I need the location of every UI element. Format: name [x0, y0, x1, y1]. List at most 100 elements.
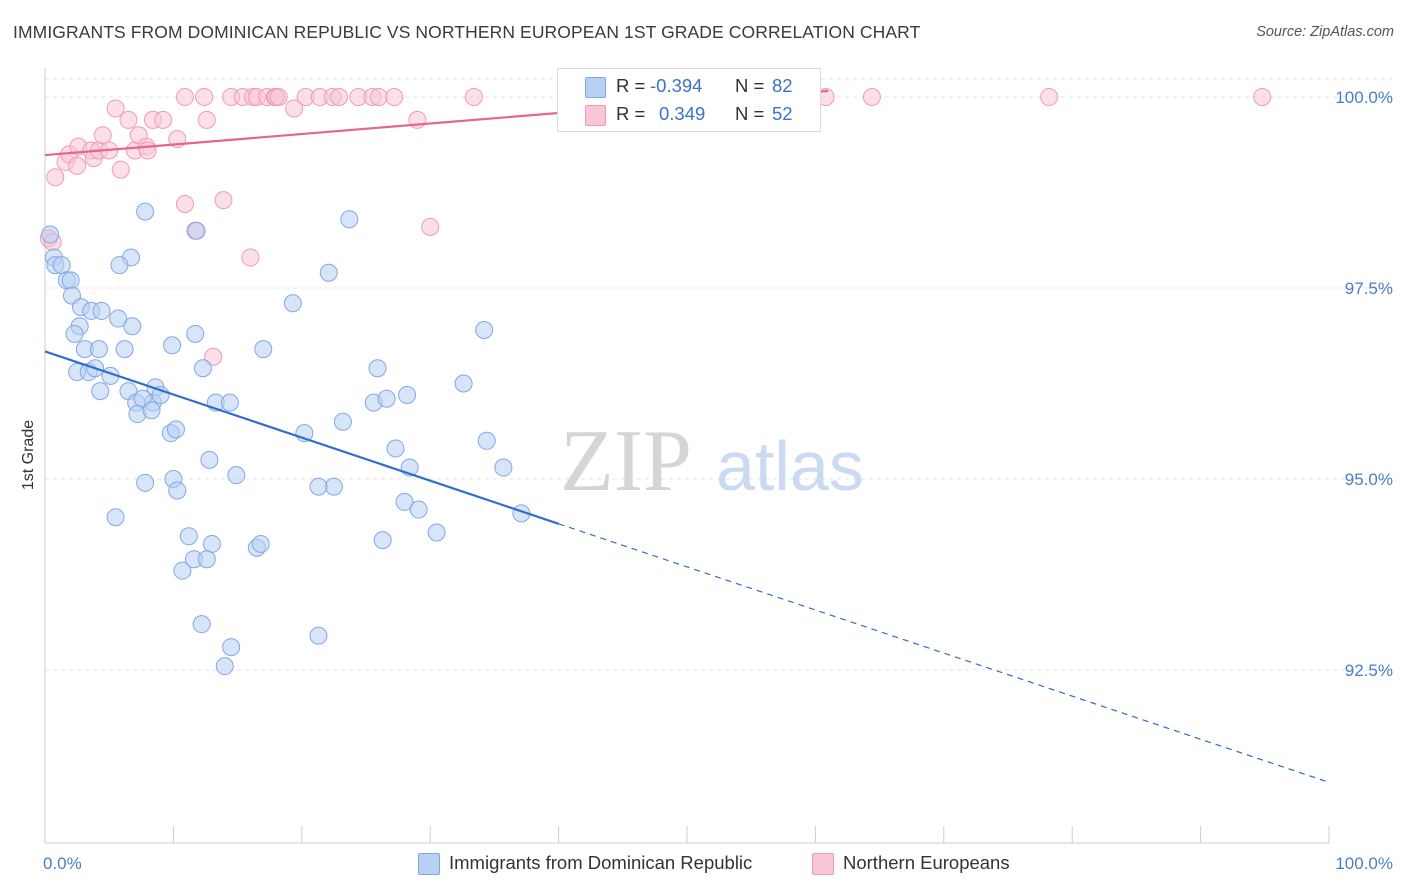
y-tick-label: 95.0%: [1345, 470, 1393, 489]
blue-data-point: [110, 256, 129, 275]
blue-data-point: [333, 412, 352, 431]
legend-n-label: N =: [735, 103, 765, 124]
blue-data-point: [179, 527, 198, 546]
blue-data-point: [52, 256, 71, 275]
pink-data-point: [93, 126, 112, 145]
pink-data-point: [1040, 88, 1059, 106]
blue-data-point: [186, 324, 205, 343]
y-axis-title: 1st Grade: [20, 420, 37, 490]
blue-trend-line: [44, 350, 559, 525]
pink-data-point: [68, 156, 87, 175]
blue-data-point: [192, 615, 211, 634]
pink-data-point: [369, 88, 388, 106]
y-tick-label: 92.5%: [1345, 661, 1393, 680]
pink-data-point: [175, 194, 194, 213]
blue-data-point: [200, 450, 219, 469]
pink-data-point: [154, 110, 173, 129]
blue-data-point: [142, 401, 161, 420]
blue-data-point: [65, 324, 84, 343]
pink-data-point: [197, 110, 216, 129]
blue-data-point: [475, 321, 494, 340]
pink-data-point: [464, 88, 483, 106]
pink-data-point: [421, 217, 440, 236]
blue-data-point: [373, 531, 392, 550]
blue-data-point: [309, 477, 328, 496]
blue-data-point: [368, 359, 387, 378]
blue-data-point: [89, 340, 108, 359]
blue-data-point: [477, 431, 496, 450]
blue-trend-line-extension: [558, 523, 1330, 783]
pink-data-point: [204, 347, 223, 366]
pink-data-point: [241, 248, 260, 267]
legend-swatch-pink: [585, 105, 606, 126]
blue-data-point: [215, 657, 234, 676]
blue-data-point: [193, 359, 212, 378]
blue-data-point: [319, 263, 338, 282]
pink-data-point: [269, 88, 288, 106]
pink-data-point: [862, 88, 881, 106]
blue-data-point: [427, 523, 446, 542]
bottom-legend-label-blue: Immigrants from Dominican Republic: [449, 852, 753, 873]
pink-data-point: [111, 160, 130, 179]
gridlines: [45, 78, 1392, 671]
pink-data-point: [285, 99, 304, 118]
pink-data-point: [214, 191, 233, 210]
blue-data-point: [222, 638, 241, 657]
blue-data-point: [283, 294, 302, 313]
axis-labels: 100.0% 97.5% 95.0% 92.5% 0.0% 100.0% 1st Grade: [20, 88, 1393, 873]
blue-data-point: [109, 309, 128, 328]
legend-n-value: 52: [772, 103, 793, 124]
pink-data-point: [195, 88, 214, 106]
pink-data-point: [175, 88, 194, 106]
chart-title: IMMIGRANTS FROM DOMINICAN REPUBLIC VS NO…: [13, 22, 921, 42]
y-tick-label: 97.5%: [1345, 279, 1393, 298]
legend-r-value: 0.349: [659, 103, 706, 124]
blue-data-point: [377, 389, 396, 408]
legend-n-value: 82: [772, 75, 793, 96]
blue-data-point: [115, 340, 134, 359]
watermark-zip: ZIP: [560, 413, 692, 510]
blue-data-point: [398, 385, 417, 404]
bottom-legend-swatch-pink: [812, 853, 834, 875]
blue-data-point: [220, 393, 239, 412]
blue-data-point: [41, 225, 60, 244]
blue-data-point: [324, 477, 343, 496]
blue-data-point: [227, 466, 246, 485]
blue-data-point: [494, 458, 513, 477]
y-tick-label: 100.0%: [1335, 88, 1393, 107]
blue-data-point: [123, 317, 142, 336]
bottom-legend-label-pink: Northern Europeans: [843, 852, 1010, 873]
blue-data-point: [454, 374, 473, 393]
blue-data-point: [136, 202, 155, 221]
blue-data-point: [395, 492, 414, 511]
blue-data-point: [136, 473, 155, 492]
legend-r-label: R =: [616, 75, 646, 96]
blue-data-point: [409, 500, 428, 519]
bottom-legend-swatch-blue: [418, 853, 440, 875]
correlation-legend: R = -0.394 N = 82 R = 0.349 N = 52: [557, 68, 821, 132]
legend-r-value: -0.394: [650, 75, 703, 96]
blue-data-point: [340, 210, 359, 229]
blue-data-point: [106, 508, 125, 527]
legend-n-label: N =: [735, 75, 765, 96]
blue-data-point: [386, 439, 405, 458]
blue-data-point: [92, 301, 111, 320]
axes: [44, 68, 1330, 844]
x-tick-label: 100.0%: [1335, 854, 1393, 873]
pink-data-point: [385, 88, 404, 106]
legend-swatch-blue: [585, 77, 606, 98]
blue-data-point: [166, 420, 185, 439]
blue-data-point: [91, 382, 110, 401]
source-credit: Source: ZipAtlas.com: [1256, 24, 1394, 40]
x-tick-label: 0.0%: [43, 854, 82, 873]
watermark-atlas: atlas: [716, 427, 864, 505]
legend-r-label: R =: [616, 103, 646, 124]
pink-data-point: [106, 99, 125, 118]
blue-data-point: [251, 534, 270, 553]
pink-data-point: [46, 168, 65, 187]
blue-data-point: [202, 534, 221, 553]
legend-row-pink: R = 0.349 N = 52: [558, 100, 820, 128]
blue-data-point: [197, 550, 216, 569]
blue-data-point: [309, 626, 328, 645]
blue-data-point: [168, 481, 187, 500]
